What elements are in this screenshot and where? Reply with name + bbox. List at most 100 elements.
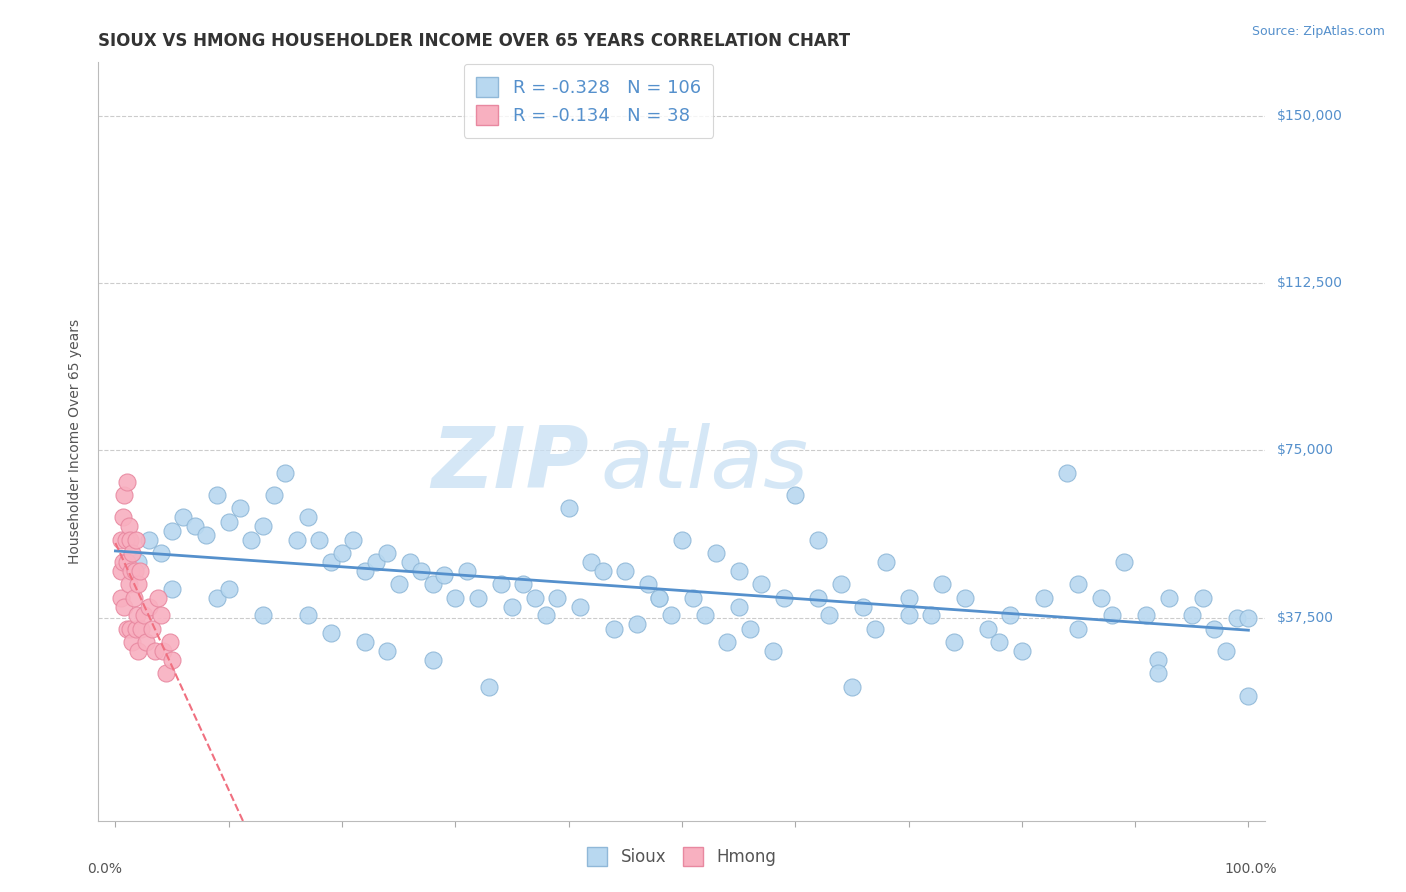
Point bbox=[467, 591, 489, 605]
Point bbox=[127, 644, 149, 658]
Point bbox=[274, 466, 297, 480]
Point bbox=[931, 577, 953, 591]
Point bbox=[110, 533, 132, 547]
Point bbox=[1215, 644, 1237, 658]
Point bbox=[942, 635, 965, 649]
Point bbox=[444, 591, 467, 605]
Point bbox=[1226, 611, 1249, 625]
Text: $150,000: $150,000 bbox=[1277, 109, 1343, 123]
Point bbox=[149, 546, 172, 560]
Point bbox=[1204, 622, 1226, 636]
Point bbox=[342, 533, 364, 547]
Point bbox=[422, 653, 444, 667]
Point bbox=[127, 555, 149, 569]
Point bbox=[830, 577, 852, 591]
Point bbox=[152, 644, 174, 658]
Point bbox=[131, 622, 153, 636]
Point bbox=[1146, 653, 1168, 667]
Point bbox=[807, 533, 830, 547]
Point bbox=[159, 635, 181, 649]
Point bbox=[682, 591, 704, 605]
Point bbox=[263, 488, 285, 502]
Point bbox=[1237, 689, 1260, 703]
Point bbox=[120, 564, 142, 578]
Point bbox=[229, 501, 252, 516]
Point bbox=[693, 608, 716, 623]
Point bbox=[852, 599, 875, 614]
Point bbox=[1000, 608, 1022, 623]
Point bbox=[143, 644, 166, 658]
Point bbox=[1101, 608, 1123, 623]
Point bbox=[523, 591, 546, 605]
Point bbox=[1033, 591, 1056, 605]
Point bbox=[704, 546, 727, 560]
Text: $112,500: $112,500 bbox=[1277, 277, 1343, 290]
Point bbox=[603, 622, 626, 636]
Point bbox=[112, 510, 135, 524]
Point bbox=[218, 582, 240, 596]
Text: SIOUX VS HMONG HOUSEHOLDER INCOME OVER 65 YEARS CORRELATION CHART: SIOUX VS HMONG HOUSEHOLDER INCOME OVER 6… bbox=[98, 32, 851, 50]
Point bbox=[121, 635, 143, 649]
Point bbox=[727, 599, 749, 614]
Point bbox=[110, 564, 132, 578]
Point bbox=[285, 533, 308, 547]
Point bbox=[749, 577, 772, 591]
Point bbox=[897, 608, 920, 623]
Point bbox=[738, 622, 761, 636]
Point bbox=[388, 577, 411, 591]
Point bbox=[988, 635, 1011, 649]
Point bbox=[1159, 591, 1181, 605]
Text: 100.0%: 100.0% bbox=[1225, 863, 1277, 876]
Point bbox=[501, 599, 523, 614]
Point bbox=[399, 555, 422, 569]
Point bbox=[319, 555, 342, 569]
Point bbox=[1135, 608, 1157, 623]
Point bbox=[149, 608, 172, 623]
Point bbox=[135, 635, 157, 649]
Point bbox=[120, 533, 142, 547]
Point bbox=[308, 533, 330, 547]
Point bbox=[897, 591, 920, 605]
Point bbox=[252, 608, 274, 623]
Point bbox=[122, 591, 145, 605]
Point bbox=[1011, 644, 1033, 658]
Point bbox=[512, 577, 534, 591]
Point bbox=[478, 680, 501, 694]
Point bbox=[155, 666, 177, 681]
Point bbox=[433, 568, 456, 582]
Point bbox=[375, 644, 398, 658]
Point bbox=[1067, 622, 1090, 636]
Point bbox=[125, 608, 148, 623]
Point bbox=[112, 555, 135, 569]
Point bbox=[297, 510, 319, 524]
Point bbox=[671, 533, 693, 547]
Point bbox=[557, 501, 579, 516]
Text: atlas: atlas bbox=[600, 423, 808, 506]
Point bbox=[183, 519, 205, 533]
Point bbox=[138, 599, 160, 614]
Point bbox=[818, 608, 841, 623]
Point bbox=[353, 564, 375, 578]
Point bbox=[353, 635, 375, 649]
Point bbox=[218, 515, 240, 529]
Point bbox=[114, 488, 136, 502]
Point bbox=[252, 519, 274, 533]
Point bbox=[195, 528, 218, 542]
Point bbox=[920, 608, 942, 623]
Point bbox=[785, 488, 807, 502]
Point bbox=[120, 622, 142, 636]
Point bbox=[160, 582, 183, 596]
Point bbox=[1067, 577, 1090, 591]
Point bbox=[592, 564, 614, 578]
Point bbox=[546, 591, 568, 605]
Point bbox=[124, 564, 146, 578]
Point bbox=[375, 546, 398, 560]
Legend: Sioux, Hmong: Sioux, Hmong bbox=[581, 840, 783, 873]
Point bbox=[125, 533, 148, 547]
Point bbox=[773, 591, 796, 605]
Point bbox=[297, 608, 319, 623]
Point bbox=[626, 617, 648, 632]
Point bbox=[489, 577, 512, 591]
Point bbox=[648, 591, 671, 605]
Point bbox=[863, 622, 886, 636]
